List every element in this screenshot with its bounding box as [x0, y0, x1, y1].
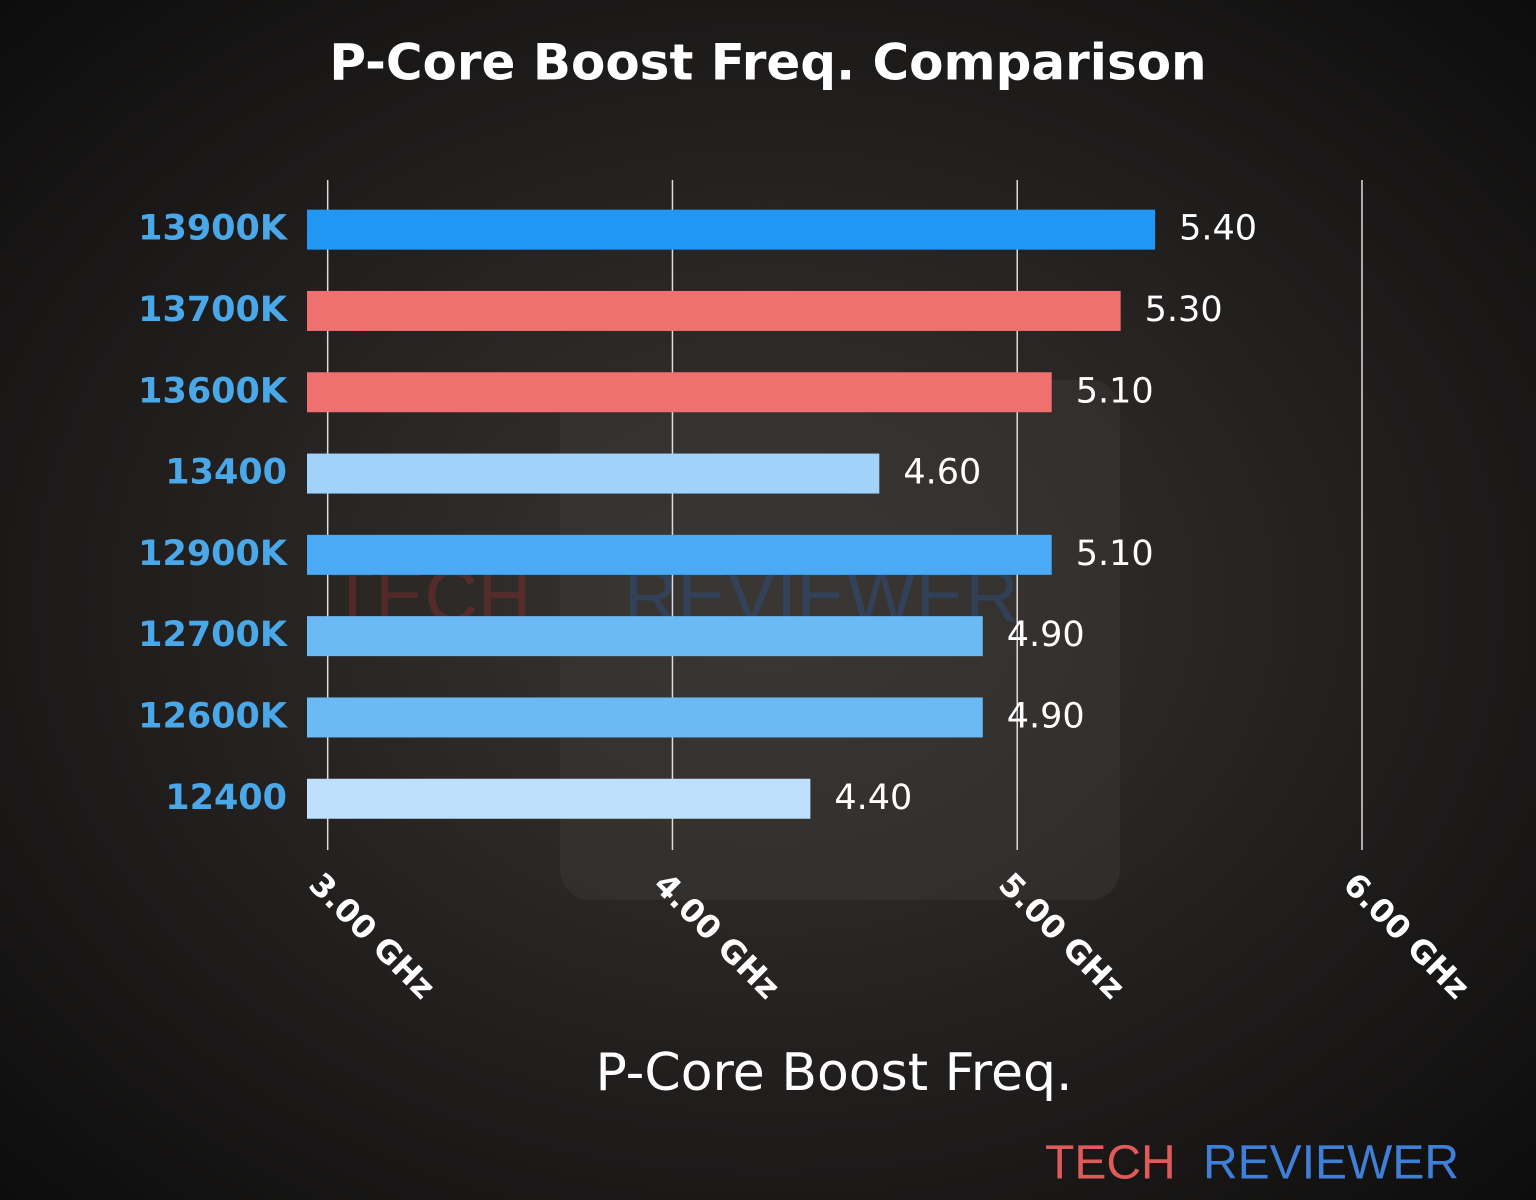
- bar: [307, 209, 1156, 250]
- bar: [307, 534, 1052, 575]
- y-tick-label: 13400: [165, 453, 287, 493]
- value-label: 4.90: [1007, 615, 1085, 655]
- logo-part: TECH: [1045, 1137, 1176, 1190]
- y-tick-label: 13900K: [138, 209, 289, 249]
- value-label: 5.10: [1076, 371, 1154, 411]
- bar: [307, 616, 983, 657]
- x-axis-label: P-Core Boost Freq.: [595, 1043, 1072, 1103]
- y-tick-label: 12400: [165, 778, 287, 818]
- value-label: 5.10: [1076, 534, 1154, 574]
- logo-part: REVIEWER: [1203, 1137, 1459, 1190]
- bar: [307, 453, 880, 494]
- y-tick-label: 13700K: [138, 290, 289, 330]
- y-tick-label: 12900K: [138, 534, 289, 574]
- y-tick-label: 13600K: [138, 371, 289, 411]
- value-label: 5.30: [1145, 290, 1223, 330]
- value-label: 5.40: [1179, 209, 1257, 249]
- bar: [307, 778, 811, 819]
- value-label: 4.40: [834, 778, 912, 818]
- bar: [307, 372, 1052, 413]
- y-tick-label: 12700K: [138, 615, 289, 655]
- value-label: 4.90: [1007, 696, 1085, 736]
- y-tick-label: 12600K: [138, 696, 289, 736]
- value-label: 4.60: [903, 453, 981, 493]
- chart-title: P-Core Boost Freq. Comparison: [329, 34, 1206, 92]
- bar: [307, 697, 983, 738]
- bar: [307, 290, 1121, 331]
- logo: TECH REVIEWER: [1045, 1137, 1459, 1190]
